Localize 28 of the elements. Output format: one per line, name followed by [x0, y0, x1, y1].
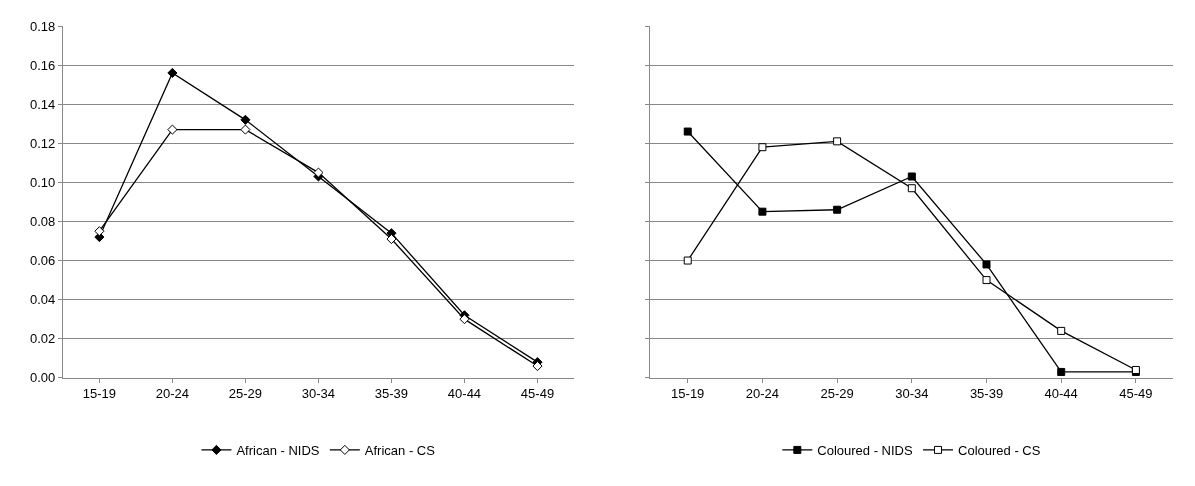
- y-tick-label: 0.16: [29, 57, 56, 73]
- x-tick-label: 20-24: [745, 386, 780, 402]
- legend-label: Coloured - CS: [958, 442, 1041, 458]
- x-tick-label: 40-44: [447, 386, 482, 402]
- y-tick-label: 0.06: [29, 253, 56, 269]
- y-tick-label: 0.14: [29, 96, 56, 112]
- y-tick-label: 0.18: [29, 18, 56, 34]
- x-tick-label: 35-39: [969, 386, 1004, 402]
- x-tick-label: 25-29: [820, 386, 854, 402]
- legend-label: Coloured - NIDS: [817, 442, 914, 458]
- x-tick-label: 30-34: [895, 386, 929, 402]
- x-tick-label: 15-19: [82, 386, 117, 402]
- y-tick-label: 0.08: [29, 214, 56, 229]
- x-tick-label: 45-49: [520, 386, 555, 402]
- x-tick-label: 35-39: [374, 386, 409, 402]
- x-tick-label: 20-24: [155, 386, 190, 402]
- y-tick-label: 0.10: [29, 174, 56, 190]
- legend-label: African - CS: [364, 442, 436, 458]
- x-tick-label: 15-19: [671, 386, 705, 402]
- y-tick-label: 0.04: [29, 292, 56, 308]
- y-tick-label: 0.12: [29, 135, 56, 151]
- y-tick-label: 0.02: [29, 331, 56, 347]
- x-tick-label: 30-34: [301, 386, 336, 402]
- x-tick-label: 45-49: [1119, 386, 1153, 402]
- y-tick-label: 0.00: [29, 370, 56, 386]
- x-tick-label: 25-29: [228, 386, 263, 402]
- legend-label: African - NIDS: [236, 442, 320, 458]
- x-tick-label: 40-44: [1044, 386, 1078, 402]
